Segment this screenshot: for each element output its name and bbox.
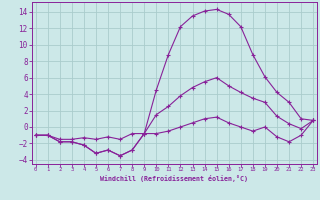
X-axis label: Windchill (Refroidissement éolien,°C): Windchill (Refroidissement éolien,°C) xyxy=(100,175,248,182)
